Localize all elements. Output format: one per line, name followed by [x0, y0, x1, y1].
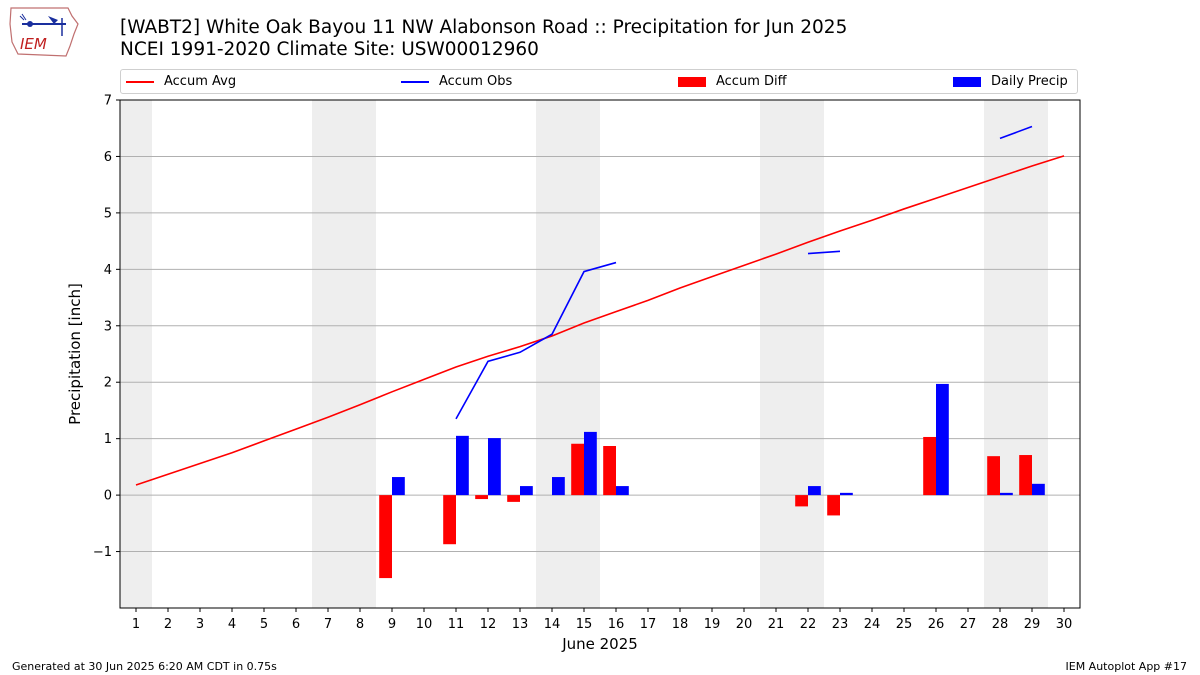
- x-tick-label: 3: [196, 617, 204, 632]
- accum-diff-bar: [603, 446, 616, 496]
- weekend-shade: [984, 100, 1048, 608]
- legend-label: Daily Precip: [991, 74, 1068, 89]
- x-tick-label: 4: [228, 617, 236, 632]
- legend-label: Accum Obs: [439, 74, 513, 89]
- legend-item-daily-precip: Daily Precip: [953, 74, 1068, 89]
- x-tick-label: 27: [960, 617, 977, 632]
- chart-title: [WABT2] White Oak Bayou 11 NW Alabonson …: [120, 17, 847, 61]
- legend-swatch-box: [678, 76, 706, 87]
- x-tick-label: 13: [512, 617, 529, 632]
- y-tick-label: 0: [104, 489, 112, 504]
- daily-precip-bar: [392, 477, 405, 496]
- x-tick-label: 30: [1056, 617, 1073, 632]
- weekend-shade: [312, 100, 376, 608]
- x-tick-label: 29: [1024, 617, 1041, 632]
- accum-avg-line: [135, 155, 1065, 486]
- weekend-shade: [760, 100, 824, 608]
- accum-diff-bar: [507, 495, 520, 502]
- y-tick-label: 6: [104, 150, 112, 165]
- x-tick-label: 25: [896, 617, 913, 632]
- x-axis-label: June 2025: [561, 635, 638, 653]
- x-tick-label: 20: [736, 617, 753, 632]
- chart-legend: Accum Avg Accum Obs Accum Diff Daily Pre…: [120, 69, 1078, 94]
- accum-diff-bar: [379, 495, 392, 579]
- footer-app-text: IEM Autoplot App #17: [1065, 660, 1188, 673]
- weekend-shade: [536, 100, 600, 608]
- accum-obs-line: [807, 250, 841, 255]
- y-tick-label: 1: [104, 432, 112, 447]
- daily-precip-bar: [456, 435, 469, 496]
- x-tick-label: 15: [576, 617, 593, 632]
- legend-label: Accum Avg: [164, 74, 237, 89]
- x-tick-label: 19: [704, 617, 721, 632]
- legend-label: Accum Diff: [716, 74, 787, 89]
- daily-precip-bar: [936, 383, 949, 496]
- x-tick-label: 6: [292, 617, 300, 632]
- x-tick-label: 8: [356, 617, 364, 632]
- x-tick-label: 16: [608, 617, 625, 632]
- x-tick-label: 11: [448, 617, 465, 632]
- y-tick-label: 2: [104, 376, 112, 391]
- plot-frame: [119, 99, 1081, 609]
- x-tick-label: 28: [992, 617, 1009, 632]
- accum-diff-bar: [923, 436, 936, 496]
- daily-precip-bar: [488, 438, 501, 496]
- x-tick-label: 2: [164, 617, 172, 632]
- legend-item-accum-avg: Accum Avg: [126, 74, 236, 89]
- x-tick-label: 1: [132, 617, 140, 632]
- x-tick-label: 14: [544, 617, 561, 632]
- legend-item-accum-obs: Accum Obs: [401, 74, 512, 89]
- x-tick-label: 10: [416, 617, 433, 632]
- x-tick-label: 17: [640, 617, 657, 632]
- legend-swatch-line: [401, 80, 429, 83]
- daily-precip-bar: [584, 431, 597, 496]
- title-line-2: NCEI 1991-2020 Climate Site: USW00012960: [120, 39, 539, 60]
- y-tick-label: 4: [104, 263, 112, 278]
- y-tick-label: 7: [104, 94, 112, 109]
- y-axis-label: Precipitation [inch]: [66, 283, 84, 425]
- accum-diff-bar: [475, 495, 488, 500]
- x-tick-label: 24: [864, 617, 881, 632]
- accum-diff-bar: [987, 456, 1000, 496]
- iowa-map-icon: IEM: [9, 7, 79, 57]
- daily-precip-bar: [1032, 483, 1045, 496]
- x-tick-label: 22: [800, 617, 817, 632]
- accum-obs-line: [999, 125, 1033, 140]
- daily-precip-bar: [552, 477, 565, 496]
- daily-precip-bar: [520, 486, 533, 496]
- iem-logo: IEM: [8, 6, 80, 58]
- legend-item-accum-diff: Accum Diff: [678, 74, 787, 89]
- iem-logo-text: IEM: [20, 35, 47, 53]
- accum-obs-line: [455, 261, 617, 420]
- title-line-1: [WABT2] White Oak Bayou 11 NW Alabonson …: [120, 17, 848, 38]
- accum-diff-bar: [571, 443, 584, 496]
- y-tick-label: 3: [104, 319, 112, 334]
- x-tick-label: 26: [928, 617, 945, 632]
- x-tick-label: 18: [672, 617, 689, 632]
- accum-diff-bar: [795, 495, 808, 507]
- daily-precip-bar: [1000, 492, 1013, 496]
- legend-swatch-line: [126, 80, 154, 83]
- footer-generated-text: Generated at 30 Jun 2025 6:20 AM CDT in …: [12, 660, 277, 673]
- daily-precip-bar: [808, 486, 821, 496]
- x-tick-label: 12: [480, 617, 497, 632]
- daily-precip-bar: [840, 492, 853, 496]
- y-tick-label: −1: [93, 545, 112, 560]
- x-tick-label: 23: [832, 617, 849, 632]
- weekend-shade: [120, 100, 152, 608]
- x-tick-label: 9: [388, 617, 396, 632]
- daily-precip-bar: [616, 486, 629, 496]
- y-tick-label: 5: [104, 206, 112, 221]
- accum-diff-bar: [827, 495, 840, 516]
- x-tick-label: 7: [324, 617, 332, 632]
- x-tick-label: 5: [260, 617, 268, 632]
- legend-swatch-box: [953, 76, 981, 87]
- accum-diff-bar: [443, 495, 456, 545]
- x-tick-label: 21: [768, 617, 785, 632]
- accum-diff-bar: [1019, 455, 1032, 496]
